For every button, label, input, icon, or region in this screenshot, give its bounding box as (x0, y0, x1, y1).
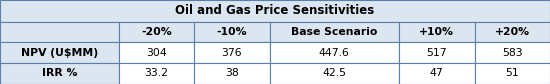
Text: 583: 583 (502, 47, 522, 58)
Text: 47: 47 (430, 68, 444, 79)
Text: 517: 517 (426, 47, 447, 58)
Bar (399, 42, 475, 63)
Text: -10%: -10% (217, 27, 247, 37)
Text: 42.5: 42.5 (322, 68, 346, 79)
Bar (119, 42, 194, 63)
Bar (270, 63, 399, 84)
Bar (0, 0, 550, 22)
Bar (0, 63, 119, 84)
Bar (194, 22, 270, 42)
Bar (119, 63, 194, 84)
Bar (399, 63, 475, 84)
Bar (475, 63, 550, 84)
Text: 304: 304 (146, 47, 167, 58)
Text: IRR %: IRR % (42, 68, 77, 79)
Text: 51: 51 (505, 68, 519, 79)
Text: -20%: -20% (141, 27, 172, 37)
Bar (475, 42, 550, 63)
Bar (194, 63, 270, 84)
Text: 38: 38 (225, 68, 239, 79)
Bar (270, 22, 399, 42)
Text: Oil and Gas Price Sensitivities: Oil and Gas Price Sensitivities (175, 5, 375, 17)
Bar (475, 22, 550, 42)
Text: 33.2: 33.2 (144, 68, 168, 79)
Text: NPV (U$MM): NPV (U$MM) (21, 47, 98, 58)
Bar (0, 22, 119, 42)
Text: +10%: +10% (419, 27, 454, 37)
Text: Base Scenario: Base Scenario (291, 27, 377, 37)
Bar (270, 42, 399, 63)
Text: +20%: +20% (494, 27, 530, 37)
Bar (399, 22, 475, 42)
Bar (119, 22, 194, 42)
Text: 447.6: 447.6 (319, 47, 350, 58)
Bar (0, 42, 119, 63)
Bar (194, 42, 270, 63)
Text: 376: 376 (222, 47, 242, 58)
